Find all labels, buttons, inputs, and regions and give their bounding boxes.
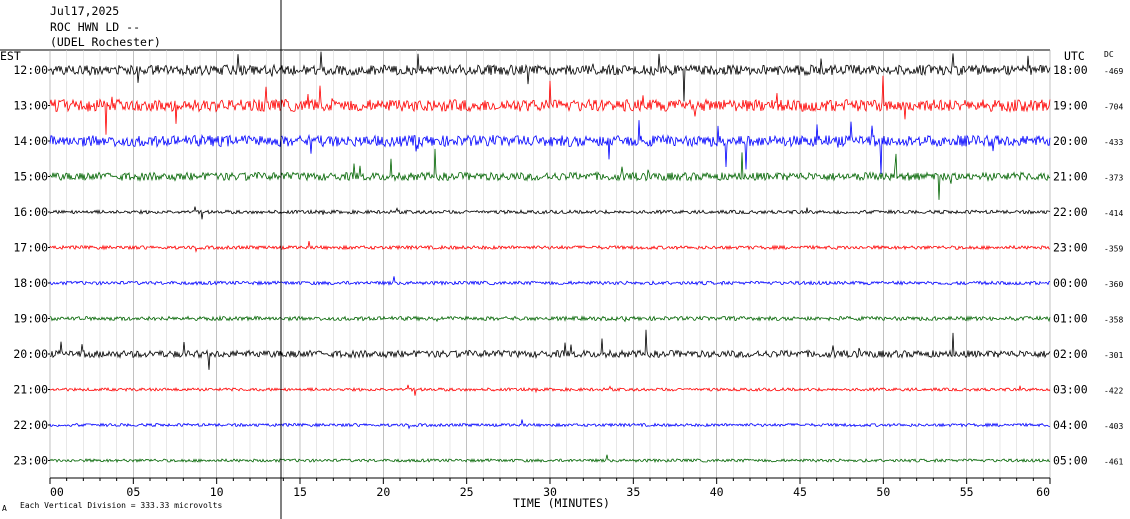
dc-value: -403 <box>1104 422 1123 431</box>
dc-value: -360 <box>1104 280 1123 289</box>
x-axis-label: TIME (MINUTES) <box>513 496 610 510</box>
trace-line <box>49 148 1051 200</box>
est-hour-label: 12:00 <box>13 63 48 77</box>
trace-line <box>49 120 1051 175</box>
est-hour-label: 18:00 <box>13 276 48 290</box>
dc-value: -373 <box>1104 174 1123 183</box>
x-tick-label: 30 <box>543 485 557 499</box>
est-hour-label: 13:00 <box>13 99 48 113</box>
x-tick-label: 25 <box>460 485 474 499</box>
est-hour-label: 19:00 <box>13 312 48 326</box>
trace-line <box>49 315 1051 323</box>
utc-hour-label: 05:00 <box>1053 454 1088 468</box>
dc-value: -469 <box>1104 67 1123 76</box>
minute-gridlines <box>49 50 1051 478</box>
trace-line <box>49 454 1051 464</box>
scale-note: Each Vertical Division = 333.33 microvol… <box>20 501 222 510</box>
utc-hour-label: 18:00 <box>1053 63 1088 77</box>
trace-line <box>49 206 1051 220</box>
dc-value: -461 <box>1104 458 1123 467</box>
x-tick-label: 55 <box>960 485 974 499</box>
utc-hour-label: 22:00 <box>1053 205 1088 219</box>
utc-hour-label: 04:00 <box>1053 418 1088 432</box>
trace-line <box>49 241 1050 253</box>
trace-line <box>49 329 1051 370</box>
trace-line <box>49 419 1051 430</box>
x-tick-label: 00 <box>50 485 64 499</box>
x-tick-label: 15 <box>293 485 307 499</box>
x-ticks: 00 05 10 15 20 25 30 35 40 45 50 55 60 <box>49 478 1051 499</box>
dc-value: -301 <box>1104 351 1123 360</box>
dc-label: DC <box>1104 50 1114 59</box>
est-hour-label: 23:00 <box>13 454 48 468</box>
utc-hour-label: 03:00 <box>1053 383 1088 397</box>
utc-hour-label: 23:00 <box>1053 241 1088 255</box>
est-hour-label: 20:00 <box>13 347 48 361</box>
header-station: ROC HWN LD -- <box>50 20 140 34</box>
trace-line <box>49 276 1051 286</box>
header-network: (UDEL Rochester) <box>50 35 161 49</box>
x-tick-label: 45 <box>793 485 807 499</box>
x-tick-label: 60 <box>1036 485 1050 499</box>
est-hour-label: 17:00 <box>13 241 48 255</box>
trace-line <box>49 51 1051 102</box>
utc-hour-label: 01:00 <box>1053 312 1088 326</box>
header-date: Jul17,2025 <box>50 4 119 18</box>
traces <box>49 51 1051 464</box>
est-hour-label: 21:00 <box>13 383 48 397</box>
dc-value: -414 <box>1104 209 1123 218</box>
est-hour-label: 22:00 <box>13 418 48 432</box>
dc-value: -359 <box>1104 245 1123 254</box>
trace-line <box>49 75 1051 135</box>
x-tick-label: 50 <box>876 485 890 499</box>
dc-value: -704 <box>1104 103 1123 112</box>
right-timezone-label: UTC <box>1064 49 1085 63</box>
x-tick-label: 35 <box>626 485 640 499</box>
x-tick-label: 20 <box>376 485 390 499</box>
est-hour-label: 15:00 <box>13 170 48 184</box>
corner-mark: A <box>2 504 7 513</box>
trace-line <box>49 384 1051 396</box>
dc-value: -433 <box>1104 138 1123 147</box>
utc-hour-label: 19:00 <box>1053 99 1088 113</box>
utc-hour-label: 02:00 <box>1053 347 1088 361</box>
utc-hour-label: 21:00 <box>1053 170 1088 184</box>
dc-value: -358 <box>1104 316 1123 325</box>
x-tick-label: 10 <box>210 485 224 499</box>
left-timezone-label: EST <box>0 49 21 63</box>
row-labels: 12:00 18:00 -469 13:00 19:00 -704 14:00 20:00 -4… <box>13 63 1123 468</box>
utc-hour-label: 20:00 <box>1053 134 1088 148</box>
utc-hour-label: 00:00 <box>1053 276 1088 290</box>
dc-value: -422 <box>1104 387 1123 396</box>
x-tick-label: 05 <box>126 485 140 499</box>
est-hour-label: 14:00 <box>13 134 48 148</box>
x-tick-label: 40 <box>710 485 724 499</box>
est-hour-label: 16:00 <box>13 205 48 219</box>
